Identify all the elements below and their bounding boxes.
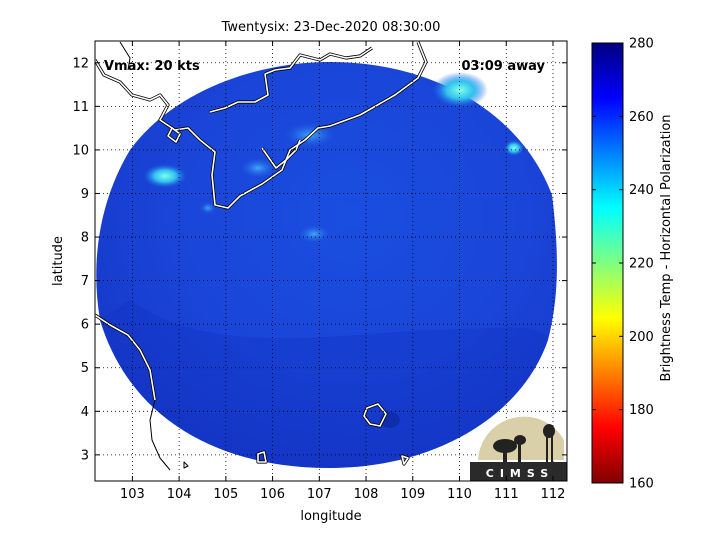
cimss-logo: CIMSS [470, 416, 567, 481]
x-tick-label: 105 [213, 487, 238, 502]
plot-frame [94, 40, 568, 482]
y-axis-label: latitude [51, 236, 66, 286]
x-tick-label: 108 [354, 487, 379, 502]
spot-center [298, 225, 330, 243]
colorbar-tick-label: 180 [629, 403, 654, 418]
colorbar-tick-label: 200 [629, 330, 654, 345]
x-tick-label: 103 [120, 487, 145, 502]
y-tick-label: 5 [81, 361, 89, 376]
y-tick-label: 7 [81, 274, 89, 289]
y-tick-label: 10 [72, 143, 89, 158]
colorbar-label: Brightness Temp - Horizontal Polarizatio… [659, 114, 674, 381]
plot-area: Vmax: 20 kts 03:09 away CIMSS [95, 41, 567, 481]
vmax-annotation: Vmax: 20 kts [104, 59, 200, 74]
x-tick-label: 109 [400, 487, 425, 502]
x-tick-label: 104 [167, 487, 192, 502]
x-tick-label: 110 [447, 487, 472, 502]
y-tick-label: 8 [81, 231, 89, 246]
y-tick-label: 11 [72, 100, 89, 115]
spot-north-east [432, 72, 488, 108]
colorbar-tick-label: 280 [629, 37, 654, 52]
y-tick-label: 4 [81, 405, 89, 420]
spot-east [504, 140, 524, 156]
y-tick-label: 6 [81, 318, 89, 333]
colorbar-tick-label: 160 [629, 477, 654, 492]
coastlines [95, 41, 428, 471]
colorbar-tick-label: 240 [629, 183, 654, 198]
chart-title: Twentysix: 23-Dec-2020 08:30:00 [221, 20, 441, 35]
swath-disc [96, 62, 557, 468]
colorbar-ticks: 160 180 200 220 240 260 280 [592, 37, 654, 492]
warm-spots [143, 72, 524, 428]
x-tick-label: 106 [260, 487, 285, 502]
colorbar-tick-label: 260 [629, 110, 654, 125]
x-tick-label: 111 [494, 487, 519, 502]
y-tick-label: 9 [81, 187, 89, 202]
y-tick-label: 12 [72, 56, 89, 71]
y-axis: 3 4 5 6 7 8 9 10 11 12 [72, 56, 567, 463]
logo-text: CIMSS [486, 467, 554, 480]
colorbar-tick-label: 220 [629, 257, 654, 272]
colorbar: 160 180 200 220 240 260 280 Brightness Temp - … [591, 37, 674, 492]
y-tick-label: 3 [81, 448, 89, 463]
x-tick-label: 112 [541, 487, 566, 502]
colorbar-gradient [591, 42, 624, 484]
x-axis-label: longitude [300, 509, 361, 524]
time-away-annotation: 03:09 away [461, 59, 545, 74]
x-tick-label: 107 [307, 487, 332, 502]
grid [95, 41, 567, 481]
spot-west [143, 164, 187, 188]
x-axis: 103 104 105 106 107 108 109 110 111 112 [120, 41, 565, 502]
